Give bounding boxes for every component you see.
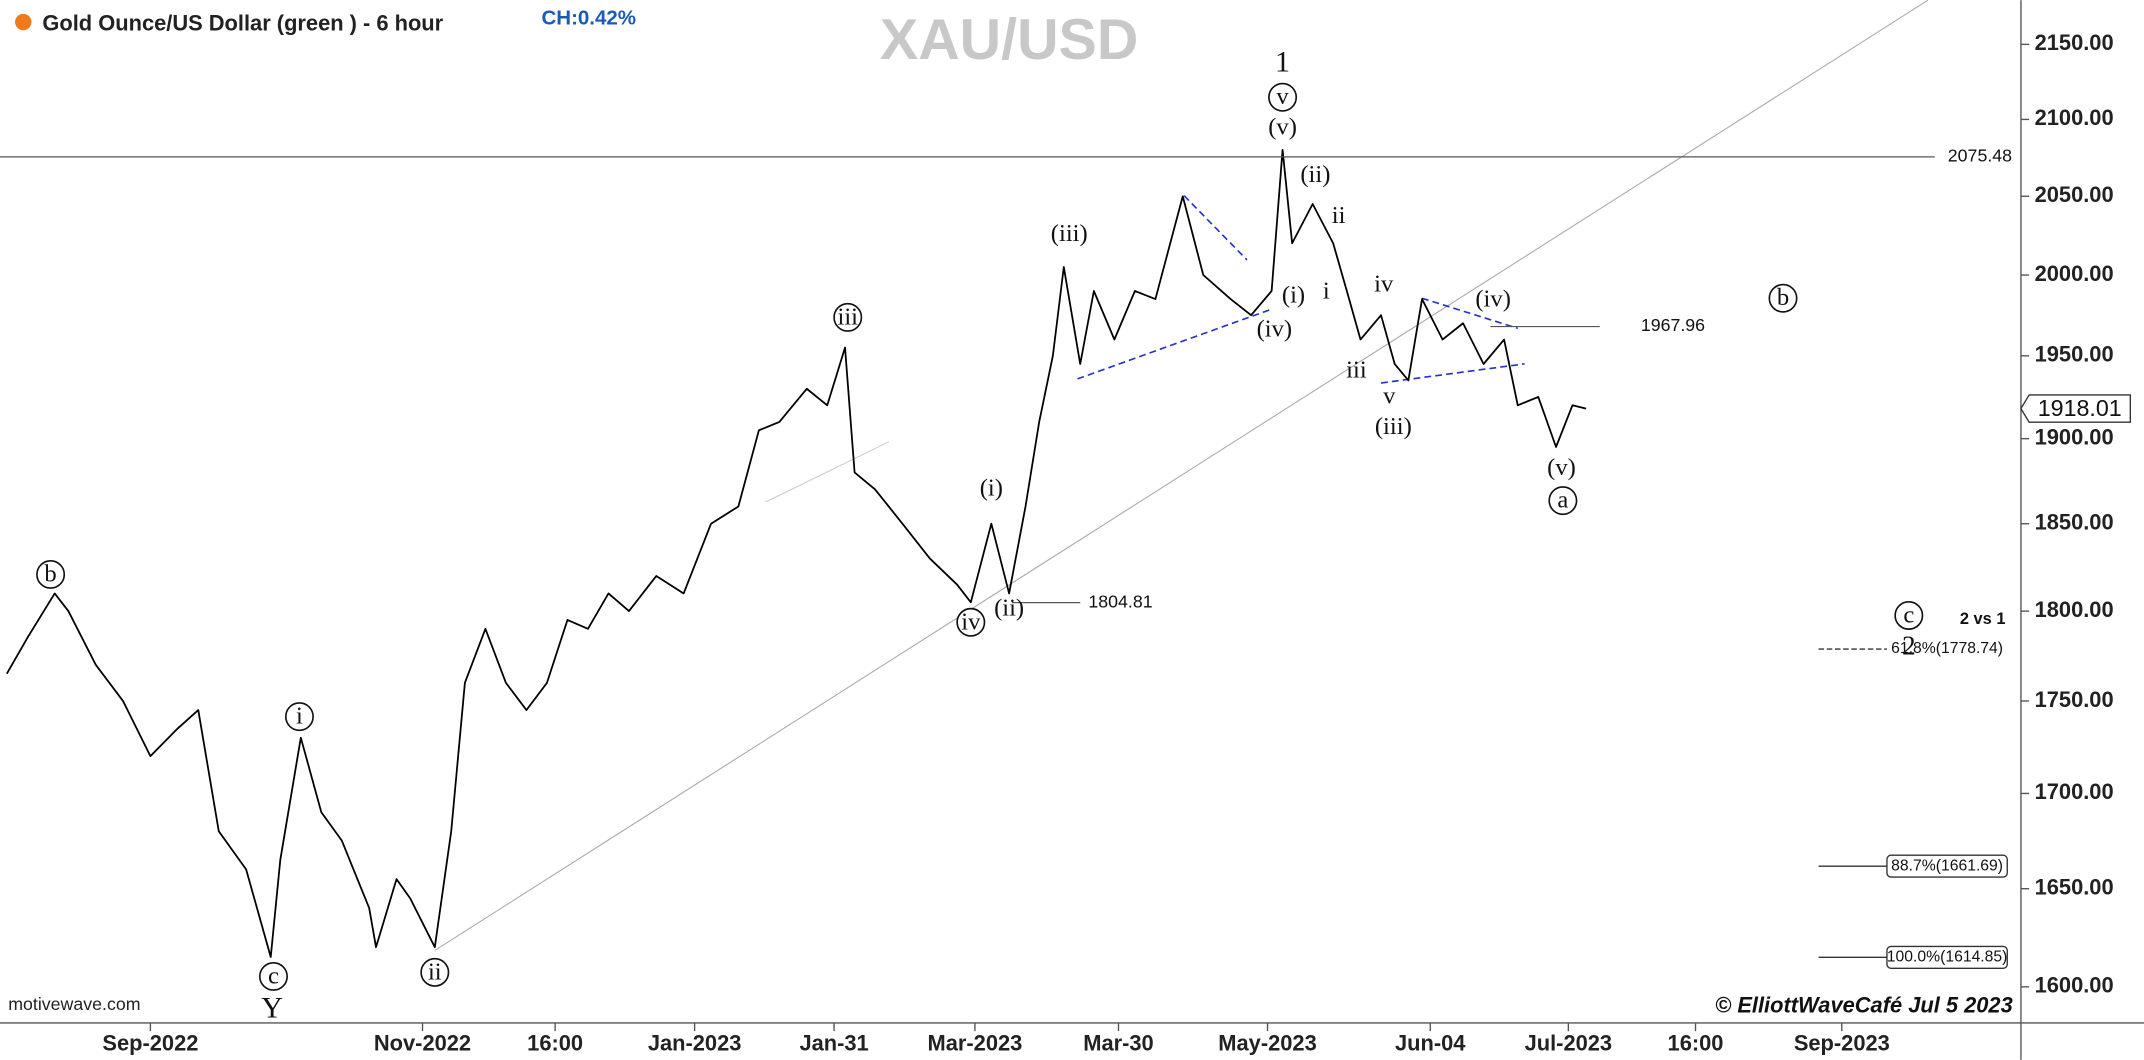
x-tick-label: 16:00 — [527, 1031, 583, 1056]
x-tick-label: Jan-2023 — [648, 1031, 742, 1056]
x-tick-label: Sep-2023 — [1794, 1031, 1890, 1056]
wave-label: (ii) — [1300, 161, 1330, 188]
wave-label: a — [1557, 487, 1568, 514]
trend-line-minor — [765, 441, 890, 503]
wave-label: (i) — [980, 474, 1003, 501]
x-tick-label: Jul-2023 — [1525, 1031, 1613, 1056]
wave-label: iii — [1346, 357, 1367, 384]
wave-label: iii — [837, 303, 858, 330]
trend-line — [434, 0, 1929, 951]
wave-label: (v) — [1268, 113, 1297, 140]
wave-circle — [284, 702, 314, 732]
y-tick-label: 1700.00 — [2035, 779, 2114, 804]
wave-circle — [833, 302, 863, 332]
y-tick-label: 1850.00 — [2035, 510, 2114, 535]
change-label: CH:0.42% — [541, 7, 636, 30]
x-tick-label: Nov-2022 — [374, 1031, 471, 1056]
wave-label: ii — [428, 958, 442, 985]
y-tick-label: 1800.00 — [2035, 597, 2114, 622]
wave-circle — [956, 607, 986, 637]
wave-label: (ii) — [994, 595, 1024, 622]
y-tick-label: 1650.00 — [2035, 874, 2114, 899]
wave-circle — [1894, 600, 1924, 630]
y-tick-label: 2150.00 — [2035, 30, 2114, 55]
price-line — [6, 148, 1587, 958]
status-dot — [15, 13, 32, 31]
fib-label: 88.7%(1661.69) — [1891, 857, 2003, 874]
level-label: 1967.96 — [1641, 315, 1705, 335]
wave-label: ii — [1332, 202, 1346, 229]
level-label: 2075.48 — [1948, 146, 2012, 166]
chart-title: Gold Ounce/US Dollar (green ) - 6 hour — [42, 11, 443, 36]
fib-box — [1886, 945, 2008, 969]
wave-label: (iv) — [1257, 316, 1293, 343]
y-tick-label: 1900.00 — [2035, 424, 2114, 449]
level-label: 1804.81 — [1088, 591, 1152, 611]
y-tick-label: 2100.00 — [2035, 105, 2114, 130]
wave-circle — [258, 961, 288, 991]
wave-label: iv — [1374, 271, 1394, 298]
triangle-line — [1380, 363, 1525, 384]
fib-label: 100.0%(1614.85) — [1887, 949, 2008, 966]
wave-label: v — [1383, 383, 1396, 410]
x-tick-label: May-2023 — [1218, 1031, 1316, 1056]
last-price-label: 1918.01 — [2038, 395, 2122, 421]
level-label-bg — [1938, 145, 2016, 168]
y-tick-label: 2000.00 — [2035, 261, 2114, 286]
wave-circle — [1548, 486, 1578, 516]
triangle-line — [1421, 297, 1519, 330]
wave-label: 1 — [1275, 44, 1290, 78]
wave-label: b — [1777, 284, 1789, 311]
wave-label: Y — [261, 991, 283, 1025]
wave-label: i — [1323, 277, 1330, 304]
wave-circle — [36, 559, 66, 589]
symbol-watermark: XAU/USD — [880, 8, 1138, 72]
wave-circle — [1768, 283, 1798, 313]
fib-box — [1886, 854, 2008, 878]
wave-label: 2 vs 1 — [1960, 610, 2006, 628]
wave-label: v — [1276, 83, 1289, 110]
wave-circle — [420, 957, 450, 987]
y-tick-label: 1600.00 — [2035, 973, 2114, 998]
wave-label: (iii) — [1051, 220, 1088, 247]
x-tick-label: Jan-31 — [799, 1031, 868, 1056]
wave-label: 2 — [1902, 631, 1916, 661]
wave-label: b — [44, 560, 56, 587]
x-tick-label: Sep-2022 — [102, 1031, 198, 1056]
wave-label: i — [296, 703, 303, 730]
triangle-line — [1183, 195, 1248, 261]
wave-circle — [1268, 82, 1298, 112]
source-label: motivewave.com — [8, 994, 140, 1014]
wave-label: (iv) — [1475, 286, 1511, 313]
y-tick-label: 1950.00 — [2035, 342, 2114, 367]
x-tick-label: Mar-2023 — [928, 1031, 1023, 1056]
fib-label: 61.8%(1778.74) — [1891, 640, 2003, 657]
wave-label: c — [268, 962, 279, 989]
y-tick-label: 2050.00 — [2035, 182, 2114, 207]
last-price-tag — [2020, 394, 2132, 423]
triangle-line — [1077, 308, 1272, 380]
credit-label: © ElliottWaveCafé Jul 5 2023 — [1715, 992, 2013, 1017]
wave-label: (iii) — [1375, 413, 1412, 440]
wave-label: (i) — [1282, 282, 1305, 309]
wave-label: (v) — [1547, 454, 1576, 481]
wave-label: c — [1903, 601, 1914, 628]
x-tick-label: Mar-30 — [1083, 1031, 1153, 1056]
x-tick-label: Jun-04 — [1395, 1031, 1466, 1056]
wave-label: iv — [961, 608, 981, 635]
x-tick-label: 16:00 — [1668, 1031, 1724, 1056]
y-tick-label: 1750.00 — [2035, 687, 2114, 712]
